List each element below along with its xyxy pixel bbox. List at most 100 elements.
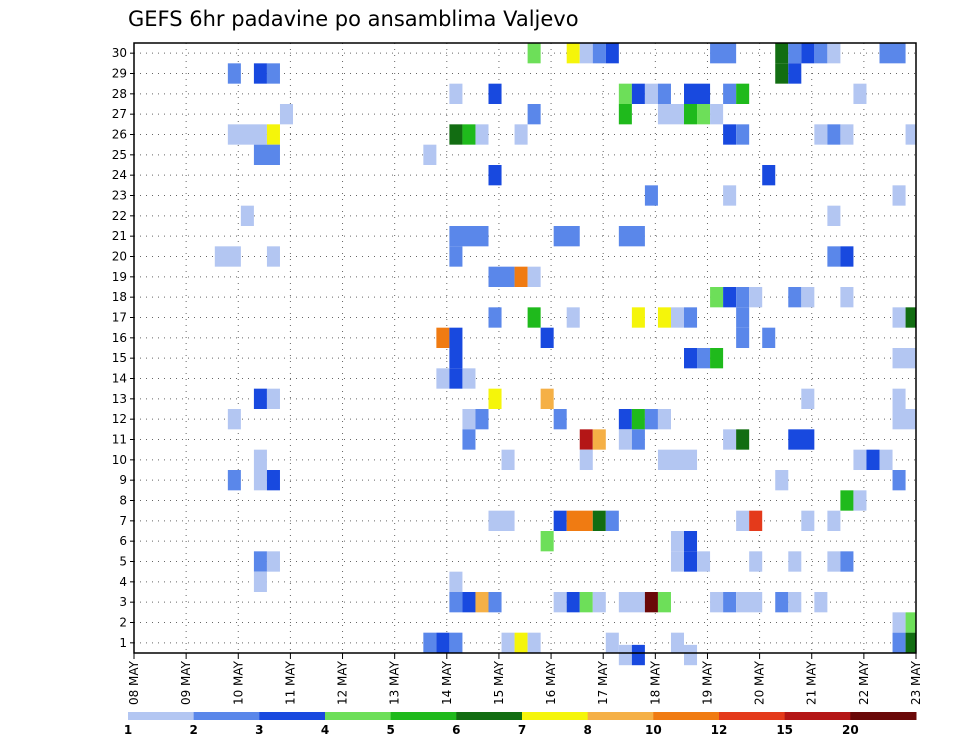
precip-cell <box>253 449 267 470</box>
precip-cell <box>449 368 463 389</box>
precip-cell <box>279 104 294 125</box>
precip-cell <box>253 388 267 409</box>
precip-cell <box>540 531 554 552</box>
precip-cell <box>553 226 580 247</box>
precip-cell <box>723 83 737 104</box>
precip-cell <box>775 470 789 491</box>
precip-cell <box>853 83 867 104</box>
precip-cell <box>801 388 815 409</box>
precip-cell <box>592 592 606 613</box>
precip-cell <box>814 124 828 145</box>
precip-cell <box>644 185 658 206</box>
y-tick-label: 25 <box>112 148 127 162</box>
precip-cell <box>736 429 750 450</box>
precip-cell <box>723 124 737 145</box>
colorbar-swatch <box>128 712 195 720</box>
precip-cell <box>214 246 241 267</box>
precip-cell <box>853 490 867 511</box>
colorbar-swatch <box>456 712 523 720</box>
y-tick-label: 20 <box>112 250 127 264</box>
colorbar-swatch <box>325 712 392 720</box>
precip-cell <box>684 83 711 104</box>
precip-cell <box>423 144 437 165</box>
precip-cell <box>684 551 698 572</box>
precip-cell <box>566 592 580 613</box>
precip-cell <box>644 83 658 104</box>
precip-cell <box>566 510 593 531</box>
precip-cell <box>866 449 880 470</box>
y-axis-ticks: 1234567891011121314151617181920212223242… <box>112 46 134 650</box>
precip-cell <box>488 83 502 104</box>
precip-cell <box>684 104 698 125</box>
precip-cell <box>605 632 619 653</box>
precip-cell <box>501 449 515 470</box>
precip-cell <box>827 43 841 64</box>
y-tick-label: 26 <box>112 128 127 142</box>
precip-cell <box>801 287 815 308</box>
y-tick-label: 22 <box>112 209 127 223</box>
precip-cell <box>449 124 463 145</box>
precip-cell <box>657 409 671 430</box>
precip-cell <box>266 124 280 145</box>
colorbar-label: 20 <box>842 723 859 737</box>
precip-cell <box>892 612 906 633</box>
y-tick-label: 13 <box>112 392 127 406</box>
precip-cell <box>736 287 750 308</box>
x-tick-label: 20 MAY <box>753 660 767 705</box>
precip-cell <box>827 205 841 226</box>
precip-cell <box>723 287 737 308</box>
precip-cell <box>253 144 280 165</box>
x-tick-label: 10 MAY <box>231 660 245 705</box>
precip-cell <box>788 551 802 572</box>
precip-cell <box>566 307 580 328</box>
precip-cell <box>670 531 685 552</box>
precip-cell <box>723 592 737 613</box>
precip-cell <box>827 246 841 267</box>
x-tick-label: 16 MAY <box>544 660 558 705</box>
y-tick-label: 21 <box>112 229 127 243</box>
colorbar-label: 10 <box>645 723 662 737</box>
precip-cell <box>266 388 280 409</box>
precip-cell <box>475 592 489 613</box>
precip-cell <box>788 43 802 64</box>
y-tick-label: 29 <box>112 67 127 81</box>
precip-cell <box>618 83 632 104</box>
precip-cell <box>631 409 645 430</box>
precip-cell <box>827 510 841 531</box>
precip-cell <box>253 551 267 572</box>
precip-cell <box>788 429 815 450</box>
precip-cell <box>579 449 593 470</box>
precip-cell <box>527 307 541 328</box>
precip-cell <box>266 63 280 84</box>
x-tick-label: 09 MAY <box>179 660 193 705</box>
precip-cell <box>449 632 463 653</box>
x-tick-label: 19 MAY <box>700 660 714 705</box>
precip-cell <box>488 307 502 328</box>
colorbar-swatch <box>193 712 260 720</box>
x-tick-label: 13 MAY <box>388 660 402 705</box>
x-tick-label: 12 MAY <box>336 660 350 705</box>
colorbar-swatch <box>653 712 720 720</box>
y-tick-label: 1 <box>119 636 127 650</box>
precip-cell <box>814 592 828 613</box>
y-tick-label: 24 <box>112 168 127 182</box>
y-tick-label: 11 <box>112 433 127 447</box>
precip-cell <box>710 348 724 369</box>
x-tick-label: 17 MAY <box>596 660 610 705</box>
precip-cell <box>618 644 632 666</box>
precip-cell <box>618 104 632 125</box>
precip-cell <box>827 124 841 145</box>
precip-cell <box>775 43 789 64</box>
y-tick-label: 4 <box>119 575 127 589</box>
y-tick-label: 5 <box>119 555 127 569</box>
precip-cell <box>462 368 476 389</box>
x-tick-label: 23 MAY <box>909 660 923 705</box>
precip-cell <box>736 83 750 104</box>
precip-cell <box>657 592 671 613</box>
colorbar-label: 12 <box>711 723 728 737</box>
precip-cell <box>749 510 763 531</box>
y-tick-label: 16 <box>112 331 127 345</box>
precip-cell <box>840 490 854 511</box>
precip-cell <box>618 409 632 430</box>
precip-cell <box>579 429 593 450</box>
